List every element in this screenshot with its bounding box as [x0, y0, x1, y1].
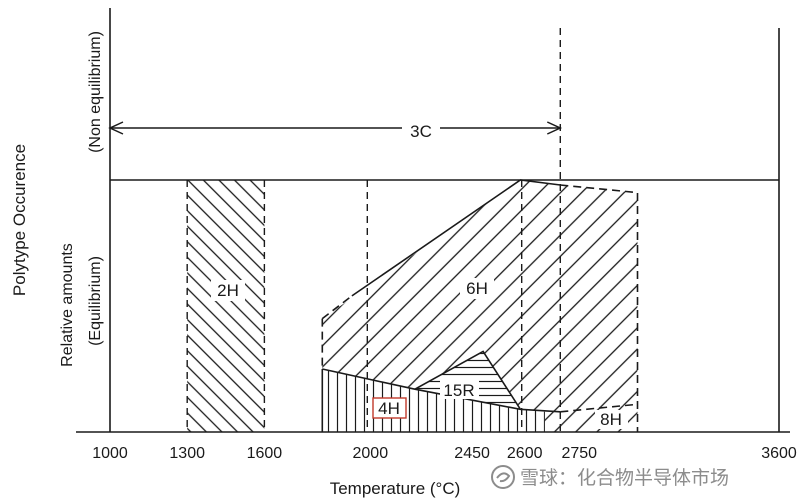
region-boundary-6: [322, 368, 561, 413]
region-label-8H: 8H: [600, 410, 622, 429]
x-tick-label-2000: 2000: [353, 445, 389, 462]
label-bg-15R: [440, 380, 479, 399]
region-layer: [187, 180, 638, 432]
label-bg-2H: [211, 280, 245, 301]
snowball-logo-icon: [491, 465, 515, 489]
highlight-box-4H: [372, 397, 407, 419]
region-boundary-3: [560, 184, 639, 432]
arrow-3C-left-head: [108, 121, 124, 135]
panel-label-non-equilibrium: (Non equilibrium): [87, 31, 104, 153]
watermark: 雪球：化合物半导体市场: [491, 465, 729, 489]
x-tick-label-2750: 2750: [561, 445, 597, 462]
y-axis-title: Polytype Occurence: [10, 144, 29, 296]
panel-label-equilibrium-line-2: (Equilibrium): [87, 256, 104, 346]
x-tick-label-2600: 2600: [507, 445, 543, 462]
x-tick-labels: 1000 1300 1600 2000 2450 2600 2750 3600: [92, 445, 797, 462]
x-tick-label-2450: 2450: [454, 445, 490, 462]
region-boundary-layer: [321, 179, 639, 432]
region-boundary-1: [321, 295, 353, 320]
region-label-6H: 6H: [466, 279, 488, 298]
region-2H: [187, 180, 265, 432]
region-label-15R: 15R: [443, 381, 474, 400]
arrow-3C-right-head: [546, 121, 563, 135]
arrow-3C: [108, 121, 563, 135]
x-tick-label-1000: 1000: [92, 445, 128, 462]
x-axis-title: Temperature (°C): [330, 479, 461, 498]
x-tick-label-1300: 1300: [169, 445, 205, 462]
reference-line-layer: [186, 28, 561, 432]
panel-label-equilibrium-line-1: Relative amounts: [59, 243, 76, 367]
region-label-4H: 4H: [378, 399, 400, 418]
x-tick-label-1600: 1600: [247, 445, 283, 462]
label-bg-6H: [460, 278, 494, 299]
region-boundary-8: [414, 350, 522, 410]
watermark-text: 雪球：化合物半导体市场: [520, 467, 729, 489]
label-bg-8H: [595, 410, 628, 429]
x-tick-label-3600: 3600: [761, 445, 797, 462]
region-label-2H: 2H: [217, 281, 239, 300]
region-label-3C: 3C: [410, 122, 432, 141]
label-bg-3C: [402, 119, 440, 141]
